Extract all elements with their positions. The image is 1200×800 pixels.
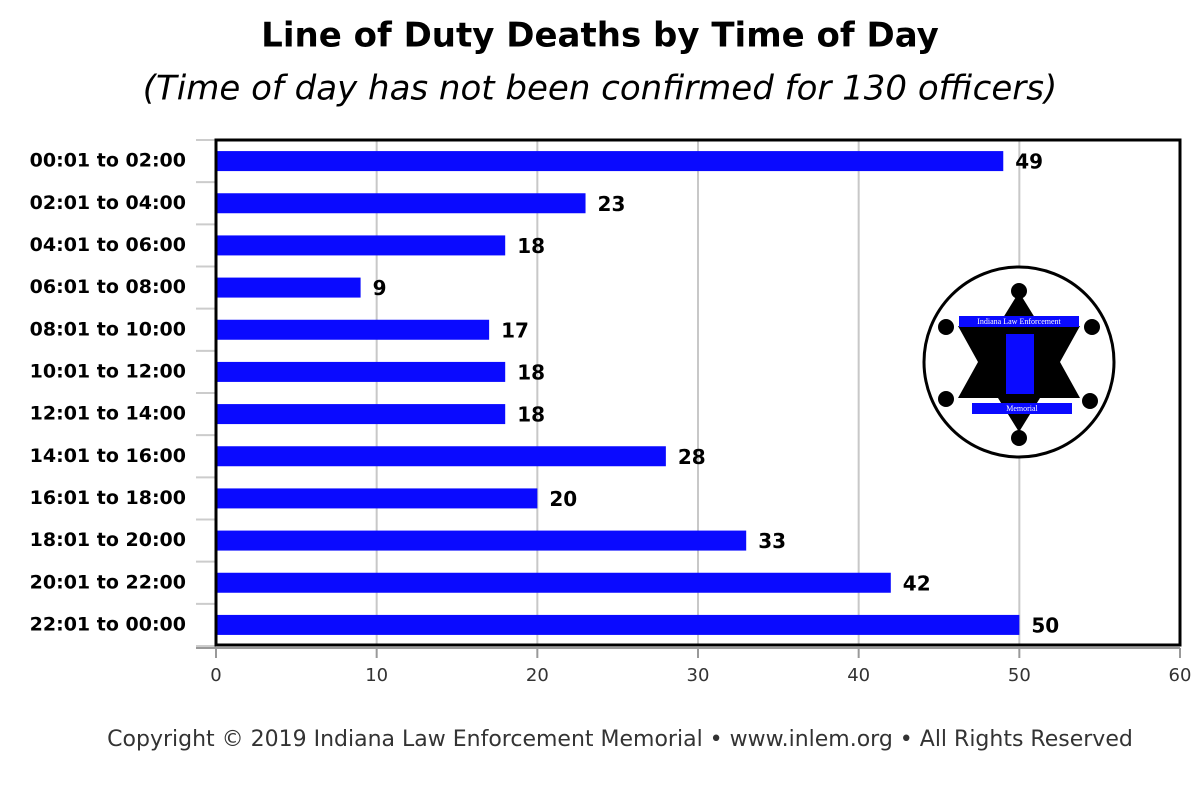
value-label: 23 — [598, 192, 626, 216]
y-tick-label: 16:01 to 18:00 — [30, 487, 186, 509]
x-tick-label: 50 — [1008, 665, 1031, 686]
value-label: 18 — [517, 360, 545, 384]
x-tick-label: 40 — [847, 665, 870, 686]
x-tick-label: 20 — [526, 665, 549, 686]
bar — [216, 446, 666, 467]
y-tick-label: 18:01 to 20:00 — [30, 529, 186, 551]
bar — [216, 488, 538, 509]
bar — [216, 361, 506, 382]
y-tick-label: 04:01 to 06:00 — [30, 234, 186, 256]
bar — [216, 151, 1004, 172]
bar — [216, 404, 506, 425]
plot-frame — [214, 138, 1182, 647]
footer: Copyright © 2019 Indiana Law Enforcement… — [107, 727, 1133, 752]
logo-dot — [1084, 319, 1100, 335]
bar — [216, 530, 747, 551]
logo-dot — [1011, 283, 1027, 299]
logo-dot — [1011, 430, 1027, 446]
value-label: 33 — [758, 529, 786, 553]
chart-subtitle: (Time of day has not been confirmed for … — [143, 69, 1057, 109]
logo: Indiana Law Enforcement Memorial — [922, 265, 1116, 459]
bar — [216, 572, 891, 593]
y-tick-label: 22:01 to 00:00 — [30, 613, 186, 635]
x-tick-label: 60 — [1169, 665, 1192, 686]
bar — [216, 319, 490, 340]
bar — [216, 614, 1020, 635]
x-tick-label: 30 — [687, 665, 710, 686]
logo-text: Indiana Law Enforcement — [977, 317, 1061, 326]
bars: 49 23 18 9 17 18 18 28 20 33 42 50 — [216, 150, 1059, 637]
y-tick-label: 02:01 to 04:00 — [30, 192, 186, 214]
chart-title: Line of Duty Deaths by Time of Day — [261, 16, 939, 56]
logo-text: Memorial — [1006, 404, 1038, 413]
value-label: 18 — [517, 403, 545, 427]
bar — [216, 277, 361, 298]
logo-state — [1006, 334, 1034, 394]
value-label: 50 — [1031, 613, 1059, 637]
value-label: 18 — [517, 234, 545, 258]
value-label: 9 — [373, 276, 387, 300]
logo-banner — [959, 316, 1079, 327]
y-tick-label: 00:01 to 02:00 — [30, 150, 186, 172]
logo-dot — [938, 391, 954, 407]
value-label: 42 — [903, 571, 931, 595]
logo-dot — [1082, 393, 1098, 409]
y-tick-label: 14:01 to 16:00 — [30, 445, 186, 467]
y-tick-label: 10:01 to 12:00 — [30, 360, 186, 382]
y-tick-label: 12:01 to 14:00 — [30, 403, 186, 425]
value-label: 17 — [501, 318, 529, 342]
y-tick-label: 08:01 to 10:00 — [30, 318, 186, 340]
bar — [216, 235, 506, 256]
y-tick-label: 20:01 to 22:00 — [30, 571, 186, 593]
value-label: 28 — [678, 445, 706, 469]
bar — [216, 193, 586, 214]
value-label: 20 — [549, 487, 577, 511]
y-tick-label: 06:01 to 08:00 — [30, 276, 186, 298]
logo-banner — [972, 403, 1072, 414]
x-tick-label: 10 — [365, 665, 388, 686]
logo-dot — [938, 319, 954, 335]
x-tick-label: 0 — [210, 665, 221, 686]
value-label: 49 — [1015, 150, 1043, 174]
